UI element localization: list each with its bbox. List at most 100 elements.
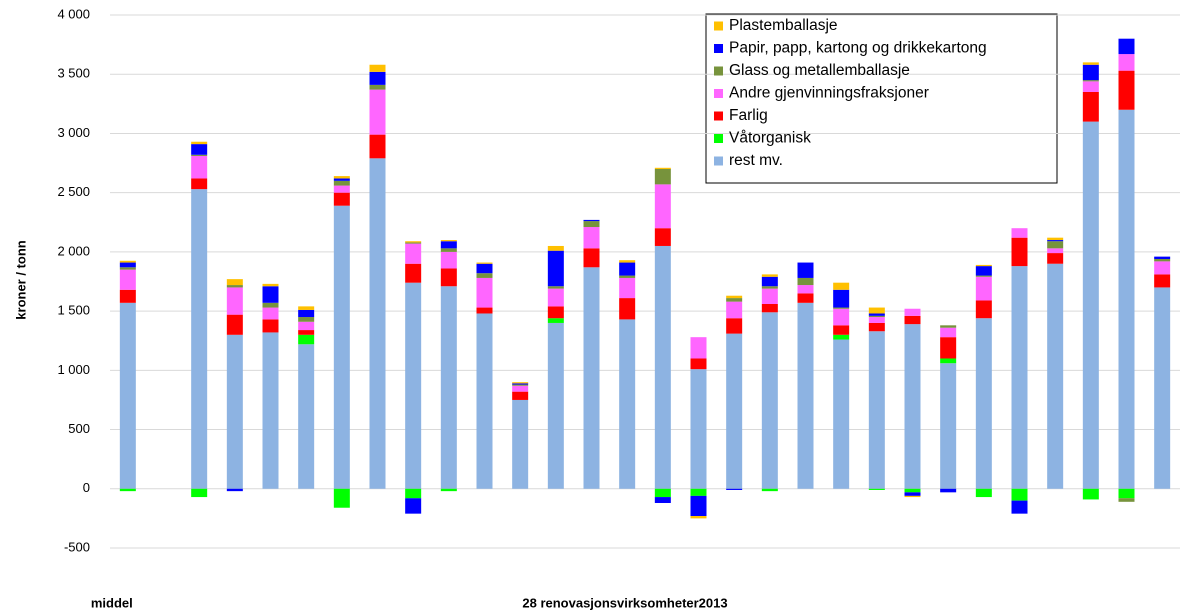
bar-segment <box>262 283 279 287</box>
bar-segment <box>619 260 636 263</box>
bar-segment <box>583 221 600 228</box>
bar-segment <box>405 241 422 243</box>
bar-segment <box>726 318 743 334</box>
bar-segment <box>940 363 957 489</box>
bar-segment <box>1082 81 1099 92</box>
bar-segment <box>833 307 850 309</box>
legend-label: Farlig <box>729 107 768 124</box>
bar-segment <box>833 282 850 290</box>
bar-segment <box>476 273 493 278</box>
bar-segment <box>298 306 315 310</box>
bar-segment <box>690 358 707 370</box>
bar-segment <box>1154 287 1171 489</box>
bar-segment <box>619 275 636 278</box>
bar-segment <box>191 141 208 145</box>
bar-segment <box>690 495 707 517</box>
bar-segment <box>940 325 957 328</box>
bar-segment <box>975 276 992 301</box>
y-tick-label: 500 <box>68 421 90 436</box>
bar-segment <box>690 488 707 496</box>
bar-segment <box>1154 261 1171 275</box>
bar-segment <box>333 488 350 508</box>
bar-segment <box>868 331 885 489</box>
bar-segment <box>726 298 743 302</box>
bar-segment <box>1082 80 1099 82</box>
bar-segment <box>512 385 529 392</box>
y-tick-label: 1 000 <box>57 362 90 377</box>
bar-segment <box>940 358 957 364</box>
bar-segment <box>940 337 957 359</box>
bar-segment <box>1118 54 1135 71</box>
bar-segment <box>975 488 992 498</box>
bar-segment <box>119 267 136 270</box>
bar-segment <box>512 399 529 489</box>
bar-segment <box>512 384 529 386</box>
bar-segment <box>226 488 243 492</box>
bar-segment <box>191 154 208 156</box>
bar-segment <box>833 289 850 308</box>
bar-segment <box>298 309 315 318</box>
bar-segment <box>1047 237 1064 241</box>
bar-segment <box>476 313 493 489</box>
legend-label: Glass og metallemballasje <box>729 62 910 79</box>
bar-segment <box>405 282 422 489</box>
bar-segment <box>440 488 457 492</box>
bar-segment <box>262 307 279 320</box>
bar-segment <box>1082 488 1099 500</box>
bar-segment <box>797 285 814 294</box>
y-tick-label: 4 000 <box>57 6 90 21</box>
bar-segment <box>868 313 885 316</box>
bar-segment <box>226 287 243 315</box>
legend-swatch <box>714 111 723 121</box>
bar-segment <box>726 301 743 319</box>
bar-segment <box>904 495 921 498</box>
bar-segment <box>690 369 707 489</box>
bar-segment <box>405 243 422 264</box>
bar-segment <box>333 185 350 193</box>
legend-label: Plastemballasje <box>729 17 838 34</box>
bar-segment <box>654 228 671 246</box>
bar-segment <box>1154 258 1171 262</box>
bar-segment <box>619 262 636 276</box>
bar-segment <box>1047 253 1064 264</box>
bar-segment <box>298 344 315 489</box>
bar-segment <box>761 304 778 313</box>
bar-segment <box>654 167 671 169</box>
y-tick-label: -500 <box>64 539 90 554</box>
bar-segment <box>940 327 957 338</box>
legend-label: Papir, papp, kartong og drikkekartong <box>729 40 987 57</box>
bar-segment <box>333 176 350 179</box>
bar-segment <box>119 262 136 268</box>
legend-swatch <box>714 156 723 166</box>
bar-segment <box>1154 274 1171 288</box>
bar-segment <box>191 155 208 179</box>
bar-segment <box>512 382 529 384</box>
bar-segment <box>119 269 136 290</box>
bar-segment <box>868 317 885 323</box>
bar-segment <box>440 240 457 242</box>
bar-segment <box>405 263 422 283</box>
bar-segment <box>797 277 814 286</box>
bar-segment <box>1047 240 1064 242</box>
legend-swatch <box>714 89 723 98</box>
bar-segment <box>975 264 992 267</box>
bar-segment <box>1047 241 1064 249</box>
bar-segment <box>690 337 707 359</box>
x-axis-label: 28 renovasjonsvirksomheter2013 <box>522 595 727 610</box>
bar-segment <box>369 84 386 90</box>
bar-segment <box>191 189 208 489</box>
legend-swatch <box>714 134 723 143</box>
bar-segment <box>191 178 208 190</box>
bar-segment <box>904 488 921 493</box>
bar-segment <box>654 245 671 489</box>
bar-segment <box>1082 91 1099 122</box>
bar-segment <box>726 333 743 489</box>
bar-segment <box>262 319 279 333</box>
bar-segment <box>619 277 636 299</box>
bar-segment <box>476 307 493 314</box>
legend-swatch <box>714 21 723 31</box>
y-tick-label: 1 500 <box>57 303 90 318</box>
bar-segment <box>868 488 885 490</box>
bar-segment <box>654 184 671 229</box>
bar-segment <box>369 71 386 85</box>
